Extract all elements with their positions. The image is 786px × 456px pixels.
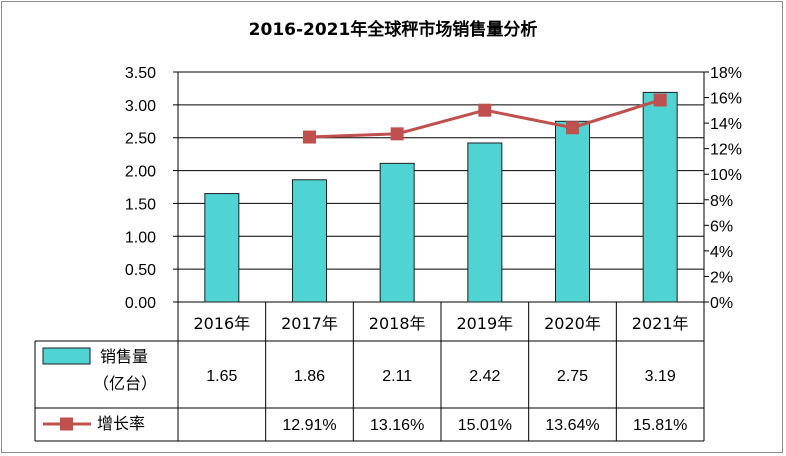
growth-point [653, 93, 667, 107]
grid-lines [177, 71, 705, 303]
legend-line-marker [60, 417, 73, 431]
right-tick-label: 14% [710, 116, 742, 133]
growth-value-label: 15.81% [633, 417, 687, 434]
bar-series [204, 91, 678, 303]
right-tick-label: 10% [710, 167, 742, 184]
growth-value-label: 12.91% [282, 417, 336, 434]
left-tick-label: 2.00 [125, 164, 156, 181]
left-tick-label: 0.00 [125, 295, 156, 312]
category-label: 2019年 [456, 314, 513, 333]
growth-value-label: 15.01% [458, 417, 512, 434]
growth-point [390, 127, 404, 141]
chart-title: 2016-2021年全球秤市场销售量分析 [249, 19, 538, 40]
legend-sales-label-1: 销售量 [100, 347, 148, 366]
sales-value-label: 1.65 [206, 368, 237, 385]
bar [292, 179, 327, 303]
right-tick-label: 18% [710, 65, 742, 82]
left-axis-ticks: 0.00 0.50 1.00 1.50 2.00 2.50 3.00 3.50 [125, 65, 178, 312]
left-tick-label: 2.50 [125, 131, 156, 148]
sales-value-label: 2.42 [469, 368, 500, 385]
legend-sales-label-2: （亿台） [93, 374, 157, 393]
growth-line-series [303, 93, 667, 144]
right-tick-label: 16% [710, 91, 742, 108]
growth-point [478, 103, 492, 117]
left-tick-label: 1.00 [125, 229, 156, 246]
growth-point [303, 130, 316, 144]
growth-point [566, 121, 579, 135]
category-label: 2020年 [544, 314, 601, 333]
right-tick-label: 8% [710, 193, 733, 210]
sales-value-label: 2.11 [382, 368, 412, 385]
right-tick-label: 4% [710, 244, 733, 261]
right-tick-label: 6% [710, 218, 733, 235]
legend-growth-label: 增长率 [97, 414, 145, 433]
bar [379, 162, 415, 303]
left-tick-label: 3.50 [125, 65, 156, 82]
legend-bar-swatch [42, 347, 91, 365]
left-tick-label: 0.50 [125, 262, 156, 279]
category-label: 2016年 [193, 314, 250, 333]
bar [204, 193, 240, 303]
growth-value-label: 13.64% [545, 417, 599, 434]
sales-value-label: 2.75 [557, 368, 588, 385]
data-table: 2016年 2017年 2018年 2019年 2020年 2021年 1.65 1.86 2.… [34, 302, 705, 442]
right-tick-label: 0% [710, 295, 733, 312]
sales-value-label: 1.86 [294, 368, 325, 385]
right-tick-label: 12% [710, 142, 742, 159]
left-tick-label: 1.50 [125, 196, 156, 213]
bar [467, 142, 503, 303]
bar [642, 91, 678, 303]
category-label: 2017年 [281, 314, 338, 333]
right-tick-label: 2% [710, 269, 733, 286]
bar [555, 120, 590, 303]
left-tick-label: 3.00 [125, 98, 156, 115]
category-label: 2021年 [632, 314, 689, 333]
growth-value-label: 13.16% [370, 417, 424, 434]
category-label: 2018年 [369, 314, 426, 333]
right-axis-ticks: 0% 2% 4% 6% 8% 10% 12% 14% 16% 18% [704, 65, 742, 312]
sales-value-label: 3.19 [645, 368, 676, 385]
